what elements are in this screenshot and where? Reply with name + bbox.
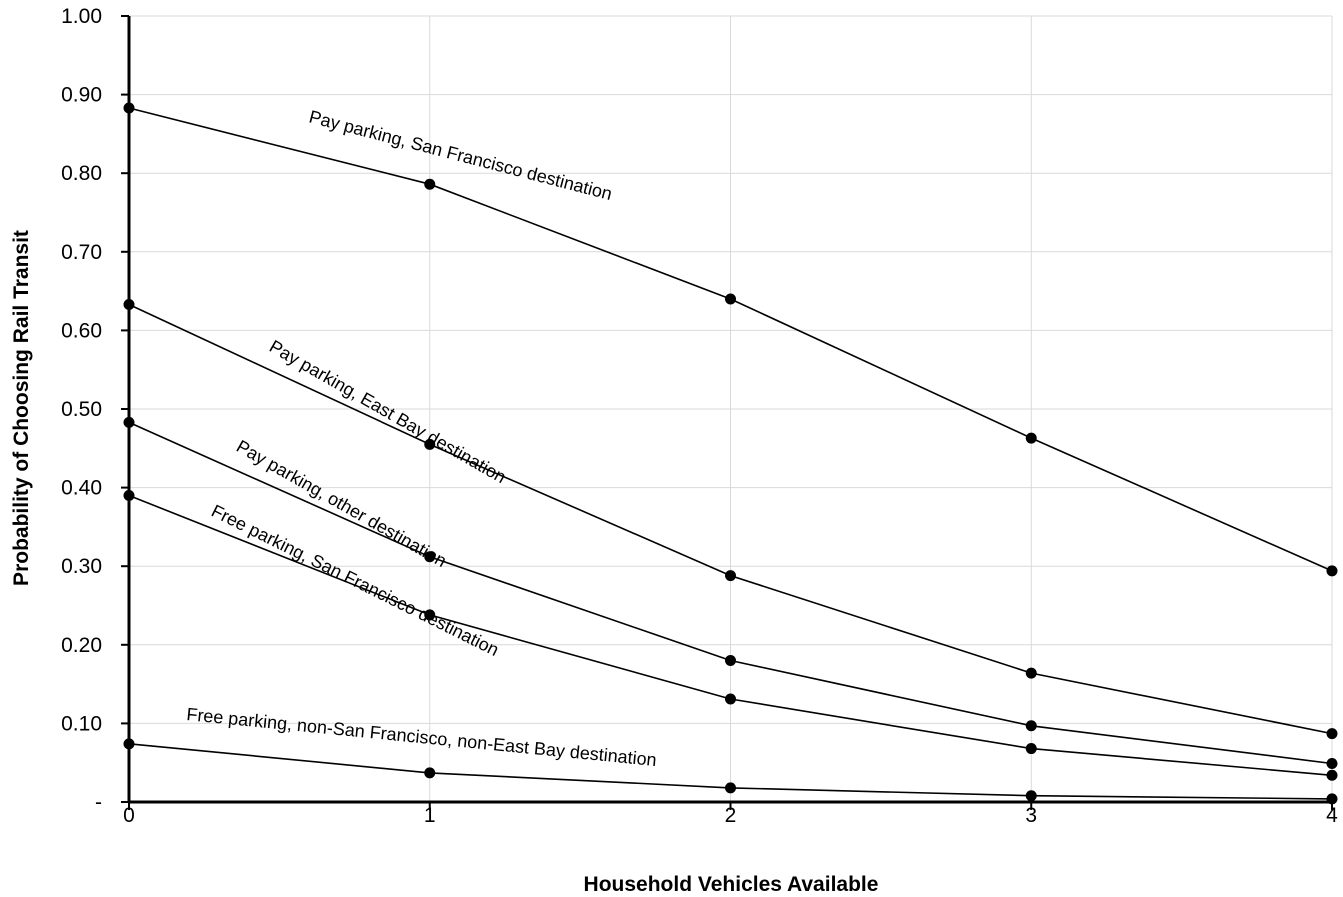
x-tick-label: 3 (1025, 804, 1037, 827)
data-point (725, 293, 736, 305)
series-label-pay-other: Pay parking, other destination (233, 436, 450, 571)
data-point (424, 767, 436, 779)
series-label-pay-sf: Pay parking, San Francisco destination (307, 107, 614, 205)
gridlines (129, 15, 1333, 802)
series (123, 102, 1338, 805)
data-point (1025, 743, 1037, 755)
y-tick-label: 1.00 (61, 5, 102, 28)
x-tick-label: 4 (1326, 804, 1338, 827)
data-point (123, 738, 135, 750)
y-tick-label: 0.70 (61, 241, 102, 264)
data-point (424, 438, 436, 450)
data-point (424, 609, 436, 621)
data-point (1025, 432, 1037, 444)
data-point (1025, 720, 1037, 732)
data-point (1326, 769, 1338, 781)
data-point (123, 416, 135, 428)
y-tick-label: 0.30 (61, 555, 102, 578)
data-point (725, 782, 736, 794)
series-label-free-sf: Free parking, San Francisco destination (208, 501, 502, 660)
series-labels: Pay parking, San Francisco destination P… (186, 107, 658, 771)
y-tick-label: 0.20 (61, 634, 102, 657)
data-point (725, 693, 736, 705)
data-point (123, 102, 135, 114)
series-label-free-other: Free parking, non-San Francisco, non-Eas… (186, 704, 658, 770)
x-tick-label: 2 (725, 804, 737, 827)
data-point (1025, 790, 1037, 802)
y-tick-label: 0.90 (61, 84, 102, 107)
x-tick-label: 0 (123, 804, 135, 827)
data-point (424, 551, 436, 563)
data-point (1326, 757, 1338, 769)
x-tick-labels: 0 1 2 3 4 (123, 802, 1338, 827)
y-tick-label: 0.80 (61, 162, 102, 185)
y-tick-label: - (95, 791, 102, 814)
x-axis-title: Household Vehicles Available (584, 873, 879, 896)
data-point (123, 489, 135, 501)
series-label-pay-eastbay: Pay parking, East Bay destination (266, 336, 510, 487)
y-tick-label: 0.10 (61, 712, 102, 735)
y-tick-label: 0.50 (61, 398, 102, 421)
data-point (1326, 793, 1338, 805)
y-tick-label: 0.40 (61, 477, 102, 500)
data-point (123, 298, 135, 310)
y-tick-label: 0.60 (61, 319, 102, 342)
data-point (1025, 667, 1037, 679)
y-axis-title: Probability of Choosing Rail Transit (10, 230, 33, 586)
data-point (725, 570, 736, 582)
data-point (424, 178, 436, 190)
x-tick-label: 1 (424, 804, 436, 827)
y-tick-labels: - 0.10 0.20 0.30 0.40 0.50 0.60 0.70 0.80 0.90 1.0… (61, 5, 129, 814)
data-point (1326, 728, 1338, 740)
data-point (725, 655, 736, 667)
data-point (1326, 565, 1338, 577)
